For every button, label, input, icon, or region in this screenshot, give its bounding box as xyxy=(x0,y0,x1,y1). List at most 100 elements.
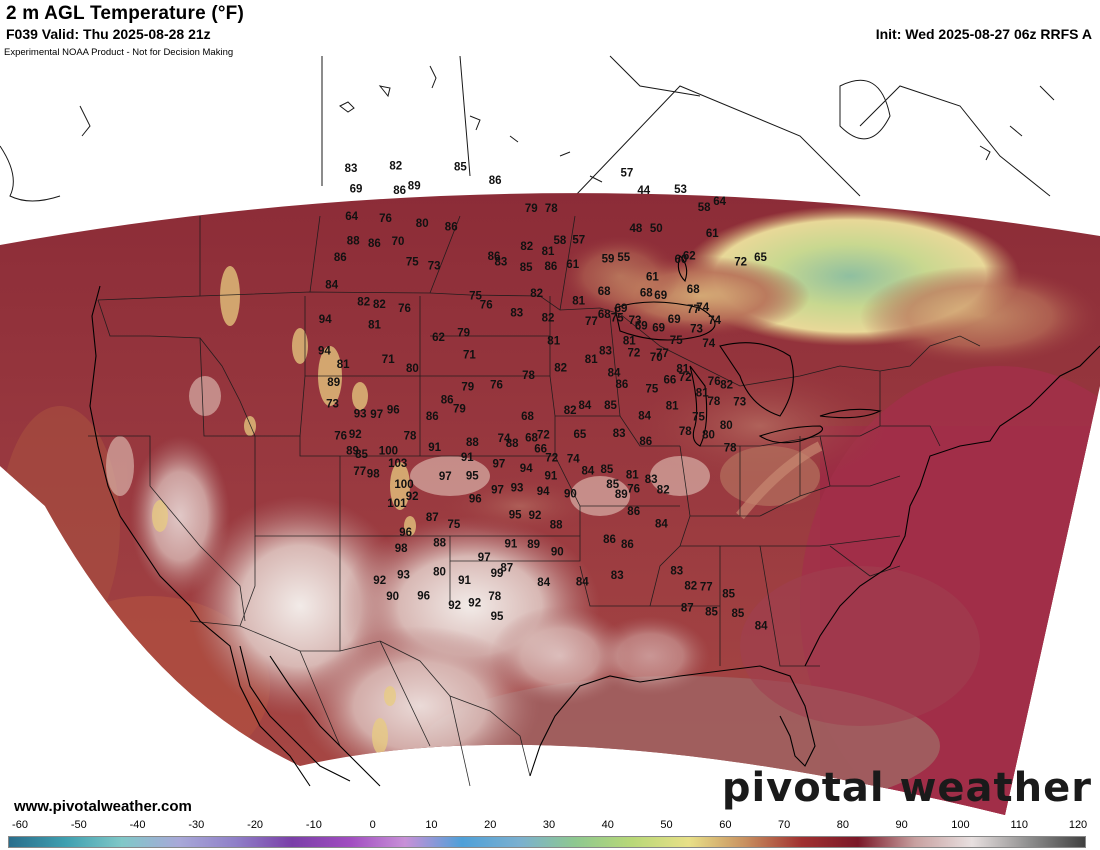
temperature-value-label: 68 xyxy=(687,284,700,296)
temperature-value-label: 84 xyxy=(582,465,595,477)
temperature-value-label: 89 xyxy=(327,377,340,389)
temperature-value-label: 97 xyxy=(439,471,452,483)
colorbar-tick-label: -60 xyxy=(12,819,28,831)
temperature-value-label: 94 xyxy=(319,314,332,326)
temperature-value-label: 86 xyxy=(603,534,616,546)
temperature-value-label: 44 xyxy=(637,185,650,197)
temperature-value-label: 62 xyxy=(683,251,696,263)
temperature-value-label: 79 xyxy=(453,404,466,416)
temperature-value-label: 85 xyxy=(454,162,467,174)
temperature-value-label: 85 xyxy=(520,262,533,274)
temperature-value-label: 74 xyxy=(696,302,709,314)
temperature-value-label: 86 xyxy=(616,379,629,391)
outside-domain-lines xyxy=(0,55,1055,202)
temperature-value-label: 75 xyxy=(692,412,705,424)
temperature-value-label: 92 xyxy=(373,575,386,587)
temperature-value-label: 85 xyxy=(722,588,735,600)
temperature-value-label: 97 xyxy=(370,409,383,421)
temperature-value-label: 96 xyxy=(417,591,430,603)
temperature-value-label: 61 xyxy=(706,228,719,240)
temperature-value-label: 82 xyxy=(657,485,670,497)
temperature-value-label: 91 xyxy=(461,452,474,464)
temperature-value-label: 84 xyxy=(608,368,621,380)
temperature-value-label: 96 xyxy=(399,527,412,539)
temperature-value-label: 68 xyxy=(640,288,653,300)
temperature-value-label: 78 xyxy=(724,442,737,454)
temperature-value-label: 60 xyxy=(675,254,688,266)
temperature-value-label: 92 xyxy=(529,510,542,522)
temperature-value-label: 83 xyxy=(611,570,624,582)
temperature-value-label: 92 xyxy=(406,491,419,503)
temperature-value-label: 82 xyxy=(720,379,733,391)
temperature-value-label: 81 xyxy=(623,336,636,348)
colorbar-tick-label: -20 xyxy=(247,819,264,831)
temperature-value-label: 93 xyxy=(397,570,410,582)
temperature-value-label: 82 xyxy=(373,299,386,311)
website-link[interactable]: www.pivotalweather.com xyxy=(14,798,192,815)
temperature-value-label: 83 xyxy=(599,345,612,357)
temperature-value-label: 85 xyxy=(604,400,617,412)
temperature-value-label: 78 xyxy=(679,426,692,438)
colorbar-tick-label: 60 xyxy=(719,819,732,831)
temperature-value-label: 85 xyxy=(705,607,718,619)
temperature-value-label: 73 xyxy=(690,324,703,336)
map-header: 2 m AGL Temperature (°F) F039 Valid: Thu… xyxy=(0,0,1100,46)
temperature-value-label: 64 xyxy=(713,196,726,208)
temperature-value-label: 85 xyxy=(355,449,368,461)
temperature-value-label: 59 xyxy=(602,254,615,266)
temperature-value-label: 75 xyxy=(406,257,419,269)
temperature-value-label: 92 xyxy=(468,597,481,609)
temperature-value-label: 50 xyxy=(650,223,663,235)
temperature-value-label: 86 xyxy=(368,238,381,250)
colorbar-tick-label: 20 xyxy=(484,819,497,831)
temperature-value-label: 88 xyxy=(433,538,446,550)
temperature-value-label: 74 xyxy=(498,433,511,445)
temperature-value-label: 84 xyxy=(638,410,651,422)
temperature-value-label: 75 xyxy=(646,383,659,395)
temperature-value-label: 94 xyxy=(520,463,533,475)
temperature-value-label: 76 xyxy=(480,299,493,311)
temperature-value-label: 80 xyxy=(406,363,419,375)
temperature-map[interactable]: 85 82 83 86 89 86 69 64 76 88 86 86 84 70 80 86 79 78 57 75… xyxy=(0,46,1100,820)
temperature-value-label: 57 xyxy=(621,168,634,180)
temperature-value-label: 95 xyxy=(466,471,479,483)
temperature-value-label: 72 xyxy=(545,453,558,465)
temperature-value-label: 61 xyxy=(646,271,659,283)
temperature-value-label: 81 xyxy=(696,388,709,400)
temperature-value-label: 78 xyxy=(708,396,721,408)
temperature-value-label: 73 xyxy=(428,261,441,273)
temperature-value-label: 84 xyxy=(579,400,592,412)
temperature-value-label: 77 xyxy=(656,348,669,360)
temperature-value-label: 97 xyxy=(493,459,506,471)
temperature-value-label: 81 xyxy=(626,470,639,482)
temperature-value-label: 62 xyxy=(432,332,445,344)
temperature-value-label: 76 xyxy=(490,379,503,391)
temperature-value-label: 93 xyxy=(511,482,524,494)
temperature-value-label: 89 xyxy=(615,489,628,501)
temperature-value-label: 79 xyxy=(525,203,538,215)
temperature-value-label: 81 xyxy=(585,354,598,366)
temperature-value-label: 82 xyxy=(564,405,577,417)
temperature-value-label: 91 xyxy=(545,471,558,483)
temperature-value-label: 68 xyxy=(525,433,538,445)
temperature-value-label: 70 xyxy=(392,236,405,248)
temperature-value-label: 91 xyxy=(458,575,471,587)
temperature-value-label: 69 xyxy=(350,184,363,196)
temperature-value-label: 79 xyxy=(461,382,474,394)
temperature-value-label: 95 xyxy=(509,510,522,522)
temperature-value-label: 81 xyxy=(368,320,381,332)
temperature-value-label: 68 xyxy=(521,411,534,423)
temperature-value-label: 73 xyxy=(733,397,746,409)
temperature-value-label: 71 xyxy=(382,354,395,366)
temperature-colorbar: -60 -50 -40 -30 -20 -10 0 10 20 30 40 50 60 70 80 90 100… xyxy=(0,818,1100,850)
temperature-value-label: 76 xyxy=(627,483,640,495)
temperature-value-label: 86 xyxy=(393,185,406,197)
temperature-value-label: 93 xyxy=(354,408,367,420)
temperature-value-label: 58 xyxy=(554,235,567,247)
colorbar-tick-label: 10 xyxy=(425,819,438,831)
temperature-value-label: 81 xyxy=(572,295,585,307)
valid-time: F039 Valid: Thu 2025-08-28 21z xyxy=(6,26,211,42)
temperature-value-label: 75 xyxy=(670,335,683,347)
map-title: 2 m AGL Temperature (°F) xyxy=(6,3,244,24)
